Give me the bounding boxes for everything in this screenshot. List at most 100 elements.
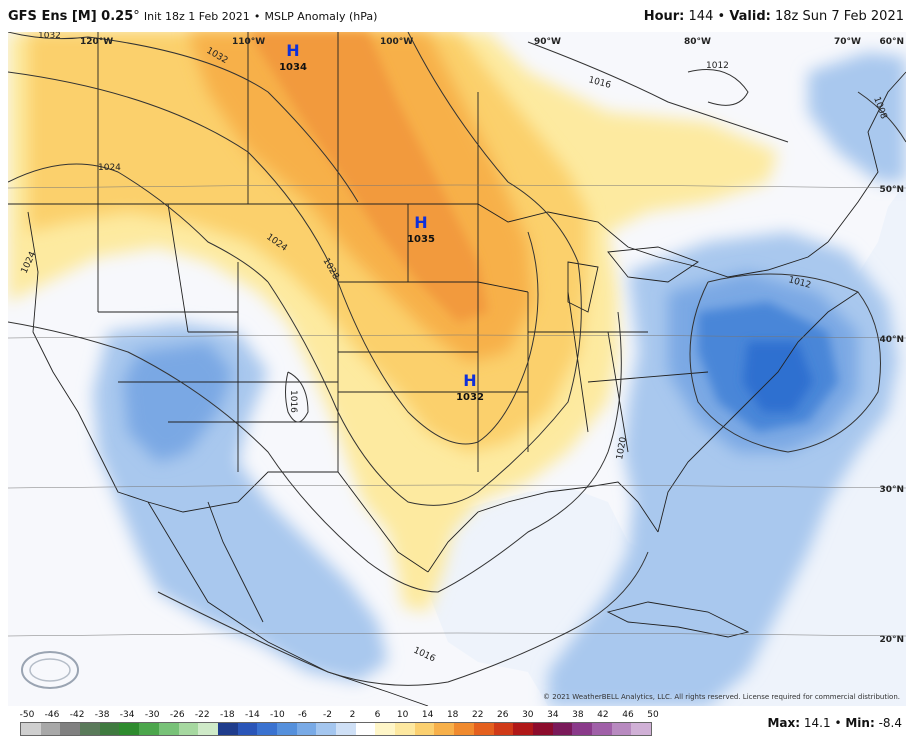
colorbar-tick-label: -10 bbox=[270, 710, 285, 720]
colorbar-tick-label: 50 bbox=[647, 710, 659, 720]
map-panel: 1032 1032 1024 1024 1024 1028 1016 1016 … bbox=[8, 32, 906, 706]
mslp-anomaly-map: 1032 1032 1024 1024 1024 1028 1016 1016 … bbox=[8, 32, 906, 706]
colorbar-swatch bbox=[40, 723, 61, 735]
hour-label: Hour: bbox=[643, 9, 685, 24]
state-lines bbox=[97, 203, 709, 472]
hour-value: 144 bbox=[688, 9, 714, 24]
positive-anomaly-shading bbox=[8, 32, 778, 612]
lat-label: 50°N bbox=[879, 185, 904, 195]
colorbar-swatch bbox=[336, 723, 356, 735]
colorbar-tick-label: -22 bbox=[194, 710, 210, 720]
high-symbol: H bbox=[286, 41, 299, 60]
colorbar-tick-label: -42 bbox=[69, 710, 85, 720]
negative-anomaly-shading bbox=[93, 52, 906, 706]
weatherbell-logo bbox=[20, 650, 96, 690]
colorbar-swatch bbox=[237, 723, 258, 735]
anomaly-pos-max bbox=[248, 32, 488, 322]
colorbar-swatch bbox=[434, 723, 455, 735]
colorbar-swatch bbox=[60, 723, 81, 735]
isobar-1020 bbox=[8, 311, 622, 593]
isobar-contours bbox=[8, 32, 906, 686]
degree-sign: ° bbox=[133, 9, 140, 24]
colorbar-swatch bbox=[631, 723, 651, 735]
colorbar-tick-label: 34 bbox=[547, 710, 559, 720]
high-symbol: H bbox=[414, 213, 427, 232]
east-coast bbox=[657, 291, 859, 533]
colorbar-swatch bbox=[119, 723, 140, 735]
colorbar-tick-label: -26 bbox=[169, 710, 185, 720]
cuba-outline bbox=[606, 601, 750, 638]
contour-label: 1016 bbox=[288, 390, 298, 413]
latitude-labels: 60°N 50°N 40°N 30°N 20°N bbox=[879, 37, 904, 645]
colorbar-tick-label: -50 bbox=[19, 710, 35, 720]
gulf-coast bbox=[427, 481, 659, 573]
high-value: 1034 bbox=[279, 62, 307, 73]
isobar-1012-east bbox=[689, 273, 881, 453]
colorbar-swatch bbox=[375, 723, 396, 735]
lon-label: 80°W bbox=[684, 37, 711, 47]
high-value: 1035 bbox=[407, 234, 435, 245]
isobar-1028 bbox=[8, 71, 539, 445]
longitude-labels: 120°W 110°W 100°W 90°W 80°W 70°W bbox=[80, 37, 861, 47]
valid-label: Valid: bbox=[729, 9, 771, 24]
lat-label: 20°N bbox=[879, 635, 904, 645]
colorbar-tick-label: 14 bbox=[421, 710, 434, 720]
colorbar-tick-label: -18 bbox=[219, 710, 235, 720]
contour-label: 1024 bbox=[98, 163, 121, 173]
colorbar-swatch bbox=[198, 723, 218, 735]
valid-value: 18z Sun 7 Feb 2021 bbox=[775, 9, 904, 24]
lon-label: 90°W bbox=[534, 37, 561, 47]
colorbar-tick-label: 10 bbox=[396, 710, 409, 720]
isobar-1016-north bbox=[527, 41, 789, 143]
colorbar-swatch bbox=[296, 723, 317, 735]
colorbar-tick-label: -34 bbox=[119, 710, 135, 720]
lon-label: 120°W bbox=[80, 37, 113, 47]
colorbar-swatch bbox=[178, 723, 199, 735]
great-lakes bbox=[567, 246, 699, 313]
colorbar-tick-label: -14 bbox=[245, 710, 260, 720]
isobar-1016-south bbox=[157, 551, 649, 686]
anomaly-colorbar bbox=[20, 722, 652, 736]
header: GFS Ens [M] 0.25° Init 18z 1 Feb 2021 • … bbox=[0, 0, 914, 30]
lon-label: 70°W bbox=[834, 37, 861, 47]
anomaly-neg-northeast bbox=[808, 52, 906, 182]
colorbar-tick-label: -38 bbox=[94, 710, 110, 720]
high-value: 1032 bbox=[456, 392, 484, 403]
lon-label: 100°W bbox=[380, 37, 413, 47]
colorbar-tick-label: 38 bbox=[572, 710, 584, 720]
colorbar-swatch bbox=[493, 723, 514, 735]
us-canada-border bbox=[8, 203, 829, 278]
anomaly-neg-east-max bbox=[743, 342, 813, 412]
colorbar-swatch bbox=[257, 723, 277, 735]
colorbar-swatch bbox=[21, 723, 41, 735]
colorbar-swatch bbox=[473, 723, 494, 735]
colorbar-swatch bbox=[454, 723, 474, 735]
contour-label: 1032 bbox=[38, 32, 61, 41]
colorbar-swatch bbox=[99, 723, 120, 735]
maxmin-bullet: • bbox=[834, 716, 842, 730]
colorbar-tick-label: -30 bbox=[144, 710, 160, 720]
model-name: GFS Ens [M] 0.25 bbox=[8, 9, 134, 24]
us-mexico-border bbox=[147, 471, 429, 573]
mexico-outline bbox=[147, 501, 429, 706]
colorbar-tick-label: 22 bbox=[471, 710, 484, 720]
lon-label: 110°W bbox=[232, 37, 265, 47]
isobar-1024-west bbox=[8, 163, 269, 283]
isobar-1016-west-loop bbox=[285, 371, 309, 423]
us-west-coast bbox=[27, 211, 149, 503]
maritime-coast bbox=[827, 71, 906, 243]
colorbar-tick-label: -2 bbox=[322, 710, 332, 720]
lat-label: 40°N bbox=[879, 335, 904, 345]
min-value: -8.4 bbox=[878, 716, 902, 730]
valid-time-info: Hour: 144 • Valid: 18z Sun 7 Feb 2021 bbox=[644, 9, 904, 24]
colorbar-swatch bbox=[395, 723, 415, 735]
high-symbol: H bbox=[463, 371, 476, 390]
colorbar-tick-label: 30 bbox=[522, 710, 534, 720]
lat-label: 60°N bbox=[879, 37, 904, 47]
colorbar-swatch bbox=[414, 723, 435, 735]
max-label: Max: bbox=[767, 716, 801, 730]
max-min-readout: Max: 14.1 • Min: -8.4 bbox=[767, 716, 902, 730]
copyright-notice: © 2021 WeatherBELL Analytics, LLC. All r… bbox=[543, 693, 900, 701]
colorbar-swatch bbox=[158, 723, 179, 735]
colorbar-tick-label: 42 bbox=[597, 710, 609, 720]
